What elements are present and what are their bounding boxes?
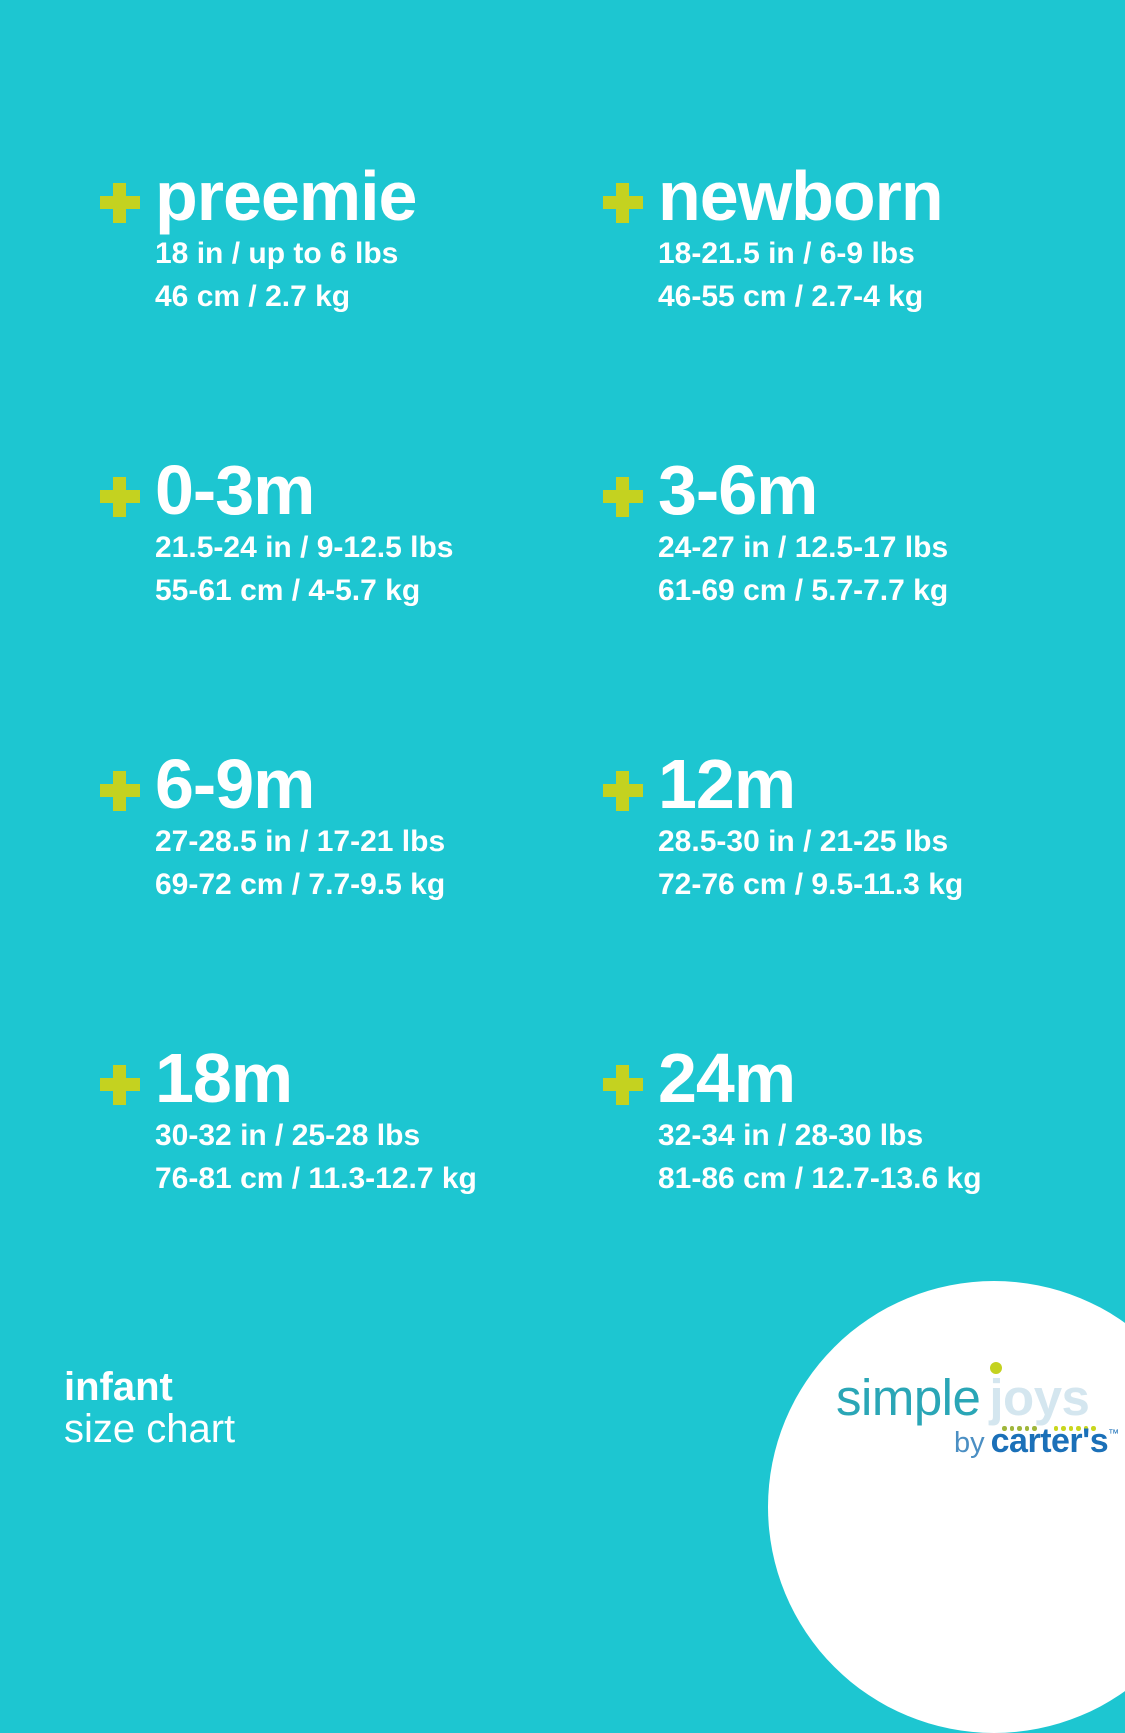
plus-icon — [603, 771, 643, 811]
logo-dot-group-right — [1053, 1426, 1096, 1431]
size-imperial: 24-27 in / 12.5-17 lbs — [658, 531, 949, 564]
plus-icon — [100, 183, 140, 223]
logo-joys-text: joys — [989, 1369, 1090, 1426]
size-imperial: 18-21.5 in / 6-9 lbs — [658, 237, 915, 270]
size-metric: 46 cm / 2.7 kg — [155, 280, 351, 313]
brand-logo-byline: by carter's ™ — [954, 1424, 1119, 1460]
size-metric: 46-55 cm / 2.7-4 kg — [658, 280, 924, 313]
brand-logo-wordmark: simple joys — [836, 1369, 1090, 1426]
plus-icon — [603, 1065, 643, 1105]
plus-icon — [603, 183, 643, 223]
size-label: 12m — [658, 745, 796, 823]
brand-logo-circle — [768, 1281, 1125, 1733]
size-metric: 81-86 cm / 12.7-13.6 kg — [658, 1162, 982, 1195]
size-label: 18m — [155, 1039, 293, 1117]
size-label: newborn — [658, 157, 944, 235]
logo-carters-text: carter's — [990, 1422, 1109, 1460]
size-imperial: 30-32 in / 25-28 lbs — [155, 1119, 421, 1152]
size-block-6-9m: 6-9m 27-28.5 in / 17-21 lbs 69-72 cm / 7… — [100, 748, 603, 1042]
size-imperial: 21.5-24 in / 9-12.5 lbs — [155, 531, 454, 564]
size-block-24m: 24m 32-34 in / 28-30 lbs 81-86 cm / 12.7… — [603, 1042, 1073, 1336]
size-block-newborn: newborn 18-21.5 in / 6-9 lbs 46-55 cm / … — [603, 160, 1073, 454]
size-block-0-3m: 0-3m 21.5-24 in / 9-12.5 lbs 55-61 cm / … — [100, 454, 603, 748]
chart-type-label: size chart — [64, 1407, 236, 1451]
size-block-18m: 18m 30-32 in / 25-28 lbs 76-81 cm / 11.3… — [100, 1042, 603, 1336]
size-block-3-6m: 3-6m 24-27 in / 12.5-17 lbs 61-69 cm / 5… — [603, 454, 1073, 748]
size-metric: 61-69 cm / 5.7-7.7 kg — [658, 574, 949, 607]
size-label: 24m — [658, 1039, 796, 1117]
chart-footer: infant size chart — [64, 1366, 235, 1451]
category-label: infant — [64, 1365, 173, 1409]
plus-icon — [603, 477, 643, 517]
plus-icon — [100, 477, 140, 517]
logo-by-text: by — [954, 1427, 985, 1459]
size-metric: 55-61 cm / 4-5.7 kg — [155, 574, 421, 607]
size-label: 0-3m — [155, 451, 315, 529]
size-grid: preemie 18 in / up to 6 lbs 46 cm / 2.7 … — [100, 160, 1073, 1336]
size-imperial: 32-34 in / 28-30 lbs — [658, 1119, 924, 1152]
size-metric: 76-81 cm / 11.3-12.7 kg — [155, 1162, 477, 1195]
size-metric: 72-76 cm / 9.5-11.3 kg — [658, 868, 964, 901]
size-label: preemie — [155, 157, 417, 235]
size-imperial: 18 in / up to 6 lbs — [155, 237, 399, 270]
size-metric: 69-72 cm / 7.7-9.5 kg — [155, 868, 446, 901]
logo-dots-icon — [1002, 1426, 1096, 1431]
size-label: 6-9m — [155, 745, 315, 823]
plus-icon — [100, 1065, 140, 1105]
size-label: 3-6m — [658, 451, 818, 529]
trademark-symbol: ™ — [1108, 1428, 1120, 1440]
logo-dot-group-left — [1002, 1426, 1037, 1431]
logo-simple-text: simple — [836, 1369, 981, 1426]
size-block-preemie: preemie 18 in / up to 6 lbs 46 cm / 2.7 … — [100, 160, 603, 454]
size-block-12m: 12m 28.5-30 in / 21-25 lbs 72-76 cm / 9.… — [603, 748, 1073, 1042]
plus-icon — [100, 771, 140, 811]
size-imperial: 27-28.5 in / 17-21 lbs — [155, 825, 446, 858]
size-imperial: 28.5-30 in / 21-25 lbs — [658, 825, 949, 858]
